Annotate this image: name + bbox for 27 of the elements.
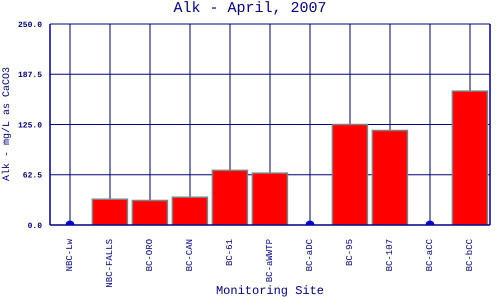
- x-tick-label: BC-CAN: [185, 239, 195, 272]
- x-tick-label: BC-aWWTP: [265, 239, 275, 282]
- y-tick-label: 125.0: [18, 121, 42, 130]
- bar: [332, 124, 368, 225]
- x-tick-label: BC-bCC: [465, 238, 475, 272]
- bar: [252, 172, 288, 225]
- bar: [212, 170, 248, 225]
- x-tick-label: BC-61: [225, 239, 235, 266]
- bar: [92, 198, 128, 225]
- x-tick-label: BC-aCC: [425, 238, 435, 272]
- y-tick-label: 250.0: [18, 20, 42, 30]
- x-tick-label: BC-95: [345, 239, 355, 266]
- x-axis-title: Monitoring Site: [216, 284, 324, 298]
- bar: [372, 130, 408, 225]
- bar: [172, 196, 208, 225]
- y-axis-title: Alk - mg/L as CaCO3: [2, 66, 14, 182]
- y-tick-label: 187.5: [18, 71, 42, 80]
- y-tick-label: 62.5: [22, 172, 42, 181]
- x-tick-label: NBC-FALLS: [105, 239, 115, 288]
- x-tick-label: BC-107: [385, 239, 395, 272]
- y-tick-label: 0.0: [28, 222, 42, 231]
- bar: [452, 90, 488, 225]
- x-tick-label: BC-ORO: [145, 239, 155, 272]
- chart-title: Alk - April, 2007: [172, 0, 328, 17]
- x-tick-label: BC-aDC: [305, 238, 315, 272]
- x-tick-label: NBC-Lw: [65, 238, 75, 272]
- bar: [132, 200, 168, 225]
